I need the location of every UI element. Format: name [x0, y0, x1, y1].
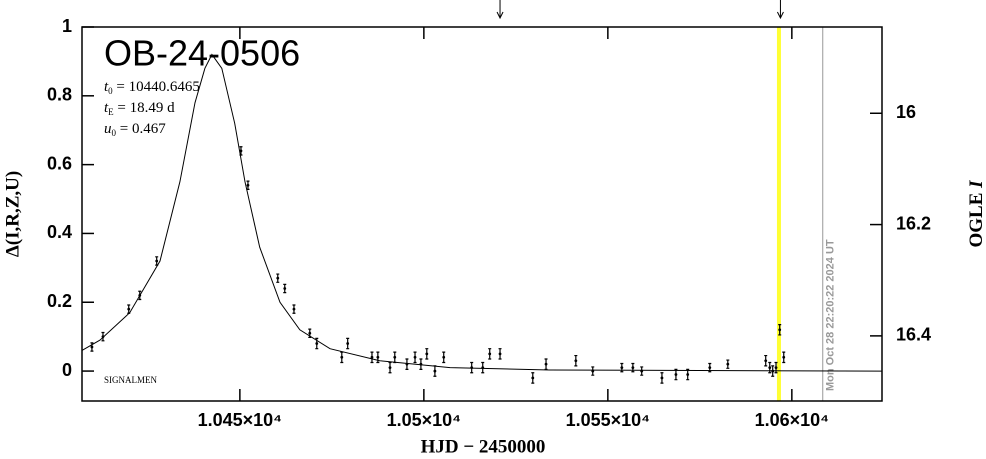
- data-point: [726, 362, 730, 366]
- data-point: [388, 366, 392, 370]
- y-tick-label: 0.8: [47, 85, 72, 105]
- data-point: [481, 366, 485, 370]
- y2-tick-label: 16.2: [896, 213, 931, 233]
- param-text: = 18.49 d: [114, 100, 175, 116]
- y2-tick-label: 16.4: [896, 325, 931, 345]
- data-point: [782, 355, 786, 359]
- param-sub: 0: [112, 128, 117, 138]
- y2-label-name: OGLE: [966, 188, 986, 248]
- y2-tick-label: 16: [896, 102, 916, 122]
- data-point: [774, 366, 778, 370]
- param: u0 = 0.467: [104, 121, 166, 138]
- data-point: [764, 359, 768, 363]
- data-point: [640, 369, 644, 373]
- data-point: [498, 352, 502, 356]
- data-point: [660, 376, 664, 380]
- data-point: [768, 366, 772, 370]
- data-point: [405, 362, 409, 366]
- arrow: [776, 0, 784, 20]
- y-axis-label: Δ(I,R,Z,U): [2, 171, 23, 257]
- y2-label-band: I: [966, 180, 986, 189]
- data-point: [425, 352, 429, 356]
- data-point: [138, 293, 142, 297]
- y-tick-label: 0.6: [47, 153, 72, 173]
- data-point: [771, 369, 775, 373]
- data-point: [708, 366, 712, 370]
- chart-title: OB-24-0506: [104, 33, 300, 74]
- data-point: [101, 335, 105, 339]
- data-point: [631, 366, 635, 370]
- param-symbol: t: [104, 100, 109, 116]
- y-tick-label: 0.2: [47, 291, 72, 311]
- data-point: [413, 355, 417, 359]
- data-point: [393, 355, 397, 359]
- param: tE = 18.49 d: [104, 100, 175, 117]
- data-point: [433, 369, 437, 373]
- x-tick-label: 1.055×10⁴: [566, 410, 650, 430]
- data-point: [246, 183, 250, 187]
- data-point: [674, 373, 678, 376]
- param-text: = 10440.6465: [113, 79, 200, 95]
- data-point: [276, 276, 280, 280]
- x-axis-label: HJD − 2450000: [421, 436, 546, 457]
- param-text: = 0.467: [116, 121, 166, 137]
- data-point: [283, 287, 287, 290]
- model-curve: [81, 53, 883, 372]
- data-point: [370, 355, 374, 359]
- x-tick-label: 1.045×10⁴: [198, 410, 282, 430]
- data-point: [127, 307, 131, 311]
- y-tick-label: 0.4: [47, 222, 72, 242]
- data-point: [155, 259, 159, 263]
- data-point: [292, 307, 296, 311]
- param-symbol: u: [104, 121, 112, 137]
- data-point: [442, 355, 446, 359]
- data-point: [778, 328, 782, 332]
- data-point: [376, 355, 380, 359]
- data-point: [620, 366, 624, 370]
- data-point: [308, 331, 312, 335]
- param: t0 = 10440.6465: [104, 79, 200, 96]
- param-sub: 0: [108, 86, 113, 96]
- arrow: [496, 0, 504, 20]
- data-point: [544, 362, 548, 366]
- y-tick-label: 1: [62, 16, 72, 36]
- data-point: [686, 373, 690, 376]
- data-point: [470, 366, 474, 370]
- data-point: [591, 369, 595, 373]
- data-point: [531, 376, 535, 380]
- param-sub: E: [108, 107, 114, 117]
- data-point: [340, 355, 344, 359]
- credit: SIGNALMEN: [104, 375, 157, 385]
- timestamp: Mon Oct 28 22:20:22 2024 UT: [825, 239, 837, 391]
- data-point: [574, 359, 578, 363]
- x-tick-label: 1.05×10⁴: [387, 410, 461, 430]
- plot-frame: [81, 26, 883, 402]
- data-point: [488, 352, 492, 356]
- data-point: [239, 149, 243, 153]
- data-point: [315, 342, 319, 345]
- y2-axis-label: OGLE I: [966, 180, 986, 248]
- data-point: [419, 362, 423, 366]
- data-point: [346, 342, 350, 345]
- y-tick-label: 0: [62, 360, 72, 380]
- data-point: [90, 345, 94, 349]
- param-symbol: t: [104, 79, 109, 95]
- x-tick-label: 1.06×10⁴: [755, 410, 829, 430]
